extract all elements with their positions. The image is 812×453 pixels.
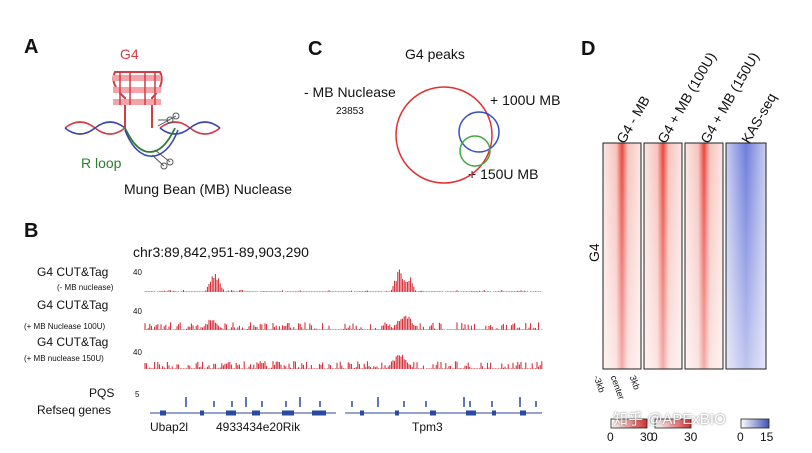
- heatmap-column: [602, 142, 642, 370]
- track-subtitle: (- MB nuclease): [57, 283, 114, 292]
- track-ymax: 40: [133, 307, 142, 316]
- scale-min: 0: [651, 430, 658, 444]
- panel-a-label: A: [24, 36, 39, 58]
- track-ymax: 40: [133, 348, 142, 357]
- signal-track: [144, 354, 543, 369]
- gene-label: Ubap2l: [150, 420, 189, 434]
- venn-set-label: - MB Nuclease: [304, 84, 396, 100]
- watermark: 知乎 @APExBIO: [613, 411, 726, 428]
- color-scale-bar: [610, 418, 648, 429]
- venn-circle-150u: [459, 135, 491, 167]
- track-title: G4 CUT&Tag: [37, 335, 109, 349]
- scissors-icon: [151, 149, 174, 170]
- track-subtitle: (+ MB nuclease 150U): [24, 354, 104, 363]
- pqs-ymax: 5: [135, 390, 140, 399]
- color-scale-bar: [740, 418, 770, 429]
- venn-title: G4 peaks: [405, 46, 465, 62]
- heatmap-column: [643, 142, 683, 370]
- track-title: G4 CUT&Tag: [37, 265, 109, 279]
- g4-structure: [112, 71, 163, 128]
- venn-set-label: + 150U MB: [468, 166, 539, 182]
- scale-max: 30: [684, 430, 698, 444]
- panel-b-label: B: [24, 220, 39, 242]
- r-loop-label: R loop: [81, 155, 122, 171]
- color-scale-bar: [654, 418, 692, 429]
- nuclease-label: Mung Bean (MB) Nuclease: [124, 181, 293, 197]
- panel-d-label: D: [581, 38, 596, 60]
- signal-track: [144, 315, 543, 330]
- locus-label: chr3:89,842,951-89,903,290: [133, 244, 309, 260]
- scale-max: 30: [640, 430, 654, 444]
- track-ymax: 40: [133, 268, 142, 277]
- track-title: G4 CUT&Tag: [37, 298, 109, 312]
- signal-track: [144, 269, 543, 292]
- scale-min: 0: [737, 430, 744, 444]
- venn-set-label: + 100U MB: [490, 92, 561, 108]
- pqs-label: PQS: [89, 386, 115, 400]
- scale-min: 0: [607, 430, 614, 444]
- track-subtitle: (+ MB Nuclease 100U): [24, 322, 106, 331]
- venn-set-count: 23853: [336, 106, 364, 117]
- pqs-track: [185, 397, 537, 407]
- gene-label: Tpm3: [412, 420, 443, 434]
- g4-label: G4: [120, 46, 139, 62]
- refseq-label: Refseq genes: [37, 403, 112, 417]
- heatmap-column: [725, 142, 767, 370]
- heatmap-column: [684, 142, 724, 370]
- panel-c-label: C: [308, 38, 323, 60]
- venn-circle-100u: [458, 111, 500, 153]
- gene-label: 4933434e20Rik: [216, 420, 301, 434]
- scale-max: 15: [760, 430, 774, 444]
- venn-circle-minus-mb: [395, 86, 493, 184]
- dna-loop: [124, 129, 179, 157]
- r-loop: [124, 127, 176, 153]
- scissors-icon: [157, 112, 180, 127]
